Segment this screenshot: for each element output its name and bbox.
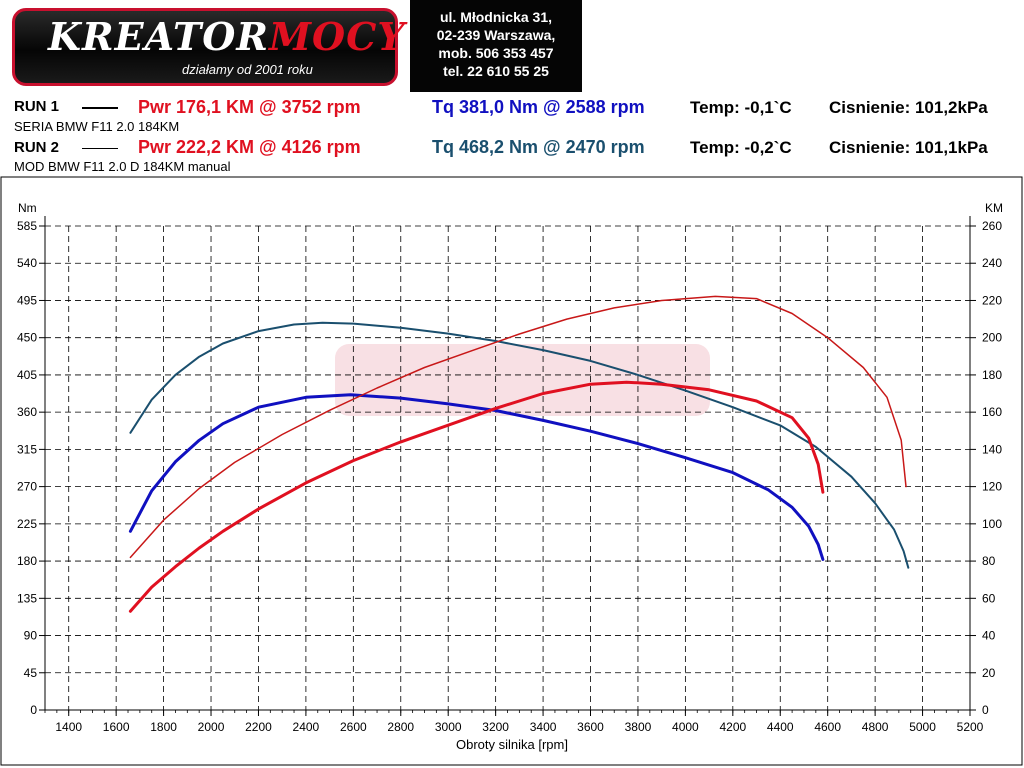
run2-power: Pwr 222,2 KM @ 4126 rpm — [138, 137, 361, 157]
chart-watermark — [335, 344, 710, 416]
dyno-chart: 1400 1600 1800 2000 2200 2400 2600 2800 3000 3200… — [0, 176, 1023, 766]
run2-torque: Tq 468,2 Nm @ 2470 rpm — [432, 137, 645, 157]
y-left-tick-label: 540 — [17, 256, 37, 270]
run-info-panel: RUN 1 SERIA BMW F11 2.0 184KM Pwr 176,1 … — [0, 92, 1024, 176]
y-right-tick-label: 260 — [982, 219, 1002, 233]
y-left-tick-label: 585 — [17, 219, 37, 233]
series-line-tq_run2 — [129, 321, 910, 569]
y-left-tick-label: 405 — [17, 368, 37, 382]
chart-grid — [45, 225, 971, 710]
y-right-tick-label: 0 — [982, 703, 989, 717]
y-right-tick-label: 60 — [982, 591, 996, 605]
y-axis-right-label: KM — [985, 201, 1003, 215]
y-left-tick-label: 225 — [17, 517, 37, 531]
logo-tagline: działamy od 2001 roku — [182, 62, 313, 77]
x-tick-label: 4000 — [672, 720, 699, 734]
y-left-tick-label: 270 — [17, 480, 37, 494]
x-tick-label: 2800 — [387, 720, 414, 734]
y-axis-left-label: Nm — [18, 201, 37, 215]
x-tick-label: 1800 — [150, 720, 177, 734]
run1-temperature: Temp: -0,1`C — [690, 98, 792, 117]
x-tick-label: 5000 — [909, 720, 936, 734]
run1-description: SERIA BMW F11 2.0 184KM — [14, 119, 180, 134]
x-tick-label: 3600 — [577, 720, 604, 734]
x-tick-label: 3800 — [625, 720, 652, 734]
y-left-tick-label: 495 — [17, 293, 37, 307]
run2-temperature: Temp: -0,2`C — [690, 138, 792, 157]
x-tick-label: 1600 — [103, 720, 130, 734]
y-right-tick-label: 140 — [982, 442, 1002, 456]
x-tick-label: 4600 — [814, 720, 841, 734]
chart-series-group — [128, 295, 910, 613]
y-right-tick-label: 20 — [982, 666, 996, 680]
series-line-pwr_run1 — [128, 380, 825, 613]
run1-legend-line — [82, 107, 118, 109]
run1-torque: Tq 381,0 Nm @ 2588 rpm — [432, 97, 645, 117]
run1-pressure: Cisnienie: 101,2kPa — [829, 98, 988, 117]
y-right-tick-label: 160 — [982, 405, 1002, 419]
address-line-4: tel. 22 610 55 25 — [443, 63, 549, 79]
run1-label: RUN 1 — [14, 98, 60, 115]
logo-plate — [12, 8, 398, 86]
x-tick-label: 4400 — [767, 720, 794, 734]
y-right-tick-label: 180 — [982, 368, 1002, 382]
y-left-tick-label: 90 — [24, 629, 38, 643]
run2-pressure: Cisnienie: 101,1kPa — [829, 138, 988, 157]
y-right-tick-label: 200 — [982, 331, 1002, 345]
address-line-3: mob. 506 353 457 — [438, 45, 554, 61]
address-line-2: 02-239 Warszawa, — [436, 27, 556, 43]
x-tick-label: 4200 — [719, 720, 746, 734]
x-tick-label: 1400 — [55, 720, 82, 734]
x-axis-label: Obroty silnika [rpm] — [456, 737, 568, 752]
series-line-tq_run1 — [128, 393, 825, 561]
x-tick-label: 5200 — [957, 720, 984, 734]
y-left-tick-label: 45 — [24, 666, 38, 680]
x-tick-label: 2400 — [293, 720, 320, 734]
y-left-tick-label: 180 — [17, 554, 37, 568]
logo-brand-prefix: KREATOR — [48, 14, 269, 59]
y-left-tick-label: 0 — [30, 703, 37, 717]
logo-brand: KREATORMOCY — [48, 14, 405, 59]
x-tick-label: 2600 — [340, 720, 367, 734]
y-right-tick-label: 120 — [982, 480, 1002, 494]
run2-legend-line — [82, 148, 118, 149]
company-logo: KREATORMOCY działamy od 2001 roku — [0, 0, 410, 92]
chart-frame — [0, 176, 1023, 766]
y-right-tick-label: 40 — [982, 629, 996, 643]
run2-label: RUN 2 — [14, 139, 60, 156]
y-right-tick-label: 220 — [982, 293, 1002, 307]
x-tick-label: 4800 — [862, 720, 889, 734]
x-tick-label: 2200 — [245, 720, 272, 734]
y-right-tick-label: 80 — [982, 554, 996, 568]
x-tick-label: 2000 — [198, 720, 225, 734]
y-left-tick-label: 450 — [17, 331, 37, 345]
x-tick-label: 3400 — [530, 720, 557, 734]
y-left-tick-label: 315 — [17, 442, 37, 456]
run1-power: Pwr 176,1 KM @ 3752 rpm — [138, 97, 361, 117]
y-right-tick-label: 240 — [982, 256, 1002, 270]
y-right-tick-label: 100 — [982, 517, 1002, 531]
x-tick-label: 3000 — [435, 720, 462, 734]
y-left-tick-label: 135 — [17, 591, 37, 605]
run2-description: MOD BMW F11 2.0 D 184KM manual — [14, 159, 231, 174]
chart-axes: 1400 1600 1800 2000 2200 2400 2600 2800 3000 3200… — [17, 216, 1002, 734]
y-left-tick-label: 360 — [17, 405, 37, 419]
x-tick-label: 3200 — [482, 720, 509, 734]
address-block: ul. Młodnicka 31, 02-239 Warszawa, mob. … — [410, 0, 582, 92]
series-line-pwr_run2 — [129, 295, 907, 559]
address-line-1: ul. Młodnicka 31, — [439, 9, 553, 25]
logo-brand-suffix: MOCY — [268, 14, 406, 59]
